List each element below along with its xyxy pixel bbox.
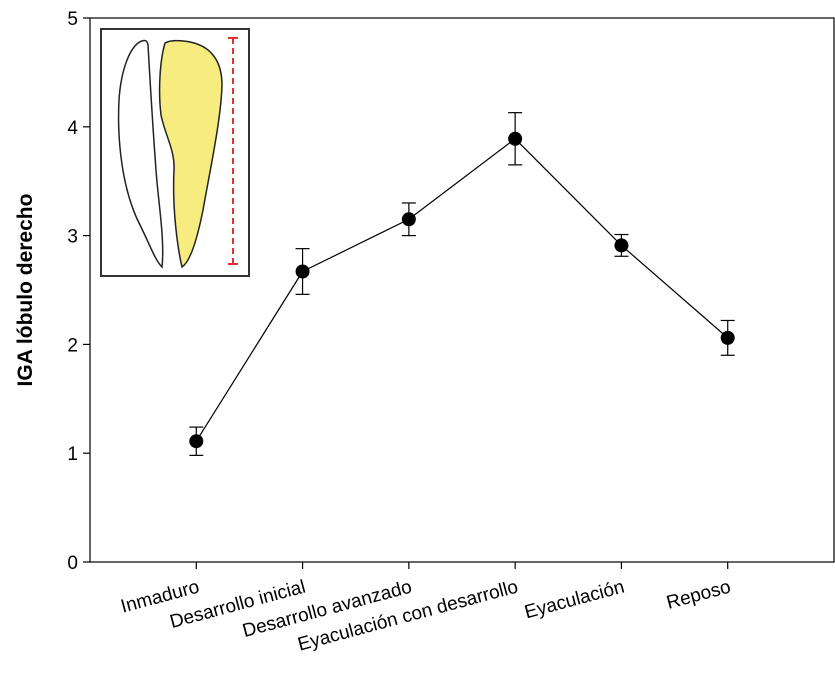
y-tick-label: 5	[67, 9, 78, 30]
y-tick-label: 4	[67, 118, 78, 139]
y-tick-label: 0	[67, 553, 78, 574]
y-tick-label: 1	[67, 444, 78, 465]
data-point	[508, 131, 523, 146]
x-tick-label: Reposo	[664, 577, 733, 614]
data-point	[720, 330, 735, 345]
x-tick-label: Eyaculación	[522, 577, 626, 624]
inset-diagram	[100, 28, 250, 277]
data-point	[189, 434, 204, 449]
y-tick-label: 3	[67, 227, 78, 248]
y-axis-label: IGA lóbulo derecho	[14, 194, 37, 387]
data-point	[614, 238, 629, 253]
data-point	[295, 264, 310, 279]
plot-frame	[89, 17, 835, 563]
line	[195, 137, 729, 442]
data-point	[401, 212, 416, 227]
y-tick-label: 2	[67, 335, 78, 356]
